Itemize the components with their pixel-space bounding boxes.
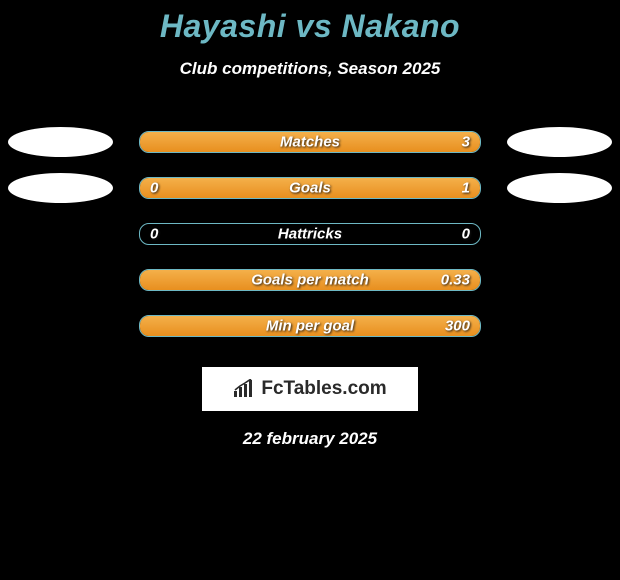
stat-bar: Matches3 xyxy=(139,131,481,153)
date: 22 february 2025 xyxy=(0,429,620,449)
stat-bar-fill-left xyxy=(140,270,310,290)
player-left-photo xyxy=(8,173,113,203)
stat-row: Hattricks0 0 xyxy=(0,211,620,257)
brand-text: FcTables.com xyxy=(261,378,386,400)
subtitle: Club competitions, Season 2025 xyxy=(0,59,620,79)
stat-bar-fill-left xyxy=(140,132,310,152)
stat-bar-fill-right xyxy=(310,270,480,290)
stat-bar: Goals per match0.33 xyxy=(139,269,481,291)
stat-bar-fill-right xyxy=(201,178,480,198)
stat-bar: Min per goal300 xyxy=(139,315,481,337)
stat-row: Goals per match0.33 xyxy=(0,257,620,303)
player-left-photo xyxy=(8,127,113,157)
stat-value-left: 0 xyxy=(150,226,158,243)
stat-bar: Goals01 xyxy=(139,177,481,199)
stat-label: Hattricks xyxy=(140,226,480,243)
chart-icon xyxy=(233,379,255,399)
stat-bar-fill-left xyxy=(140,178,201,198)
stat-bar-fill-right xyxy=(310,132,480,152)
comparison-chart: Matches3 Goals01 Hattricks0 0 Goals per matc… xyxy=(0,119,620,349)
stat-bar: Hattricks0 0 xyxy=(139,223,481,245)
stat-row: Matches3 xyxy=(0,119,620,165)
player-right-photo xyxy=(507,127,612,157)
player-right-photo xyxy=(507,173,612,203)
stat-row: Goals01 xyxy=(0,165,620,211)
stat-row: Min per goal300 xyxy=(0,303,620,349)
stat-bar-fill-right xyxy=(310,316,480,336)
stat-value-right: 0 xyxy=(462,226,470,243)
page-title: Hayashi vs Nakano xyxy=(0,0,620,45)
brand-badge: FcTables.com xyxy=(202,367,418,411)
stat-bar-fill-left xyxy=(140,316,310,336)
